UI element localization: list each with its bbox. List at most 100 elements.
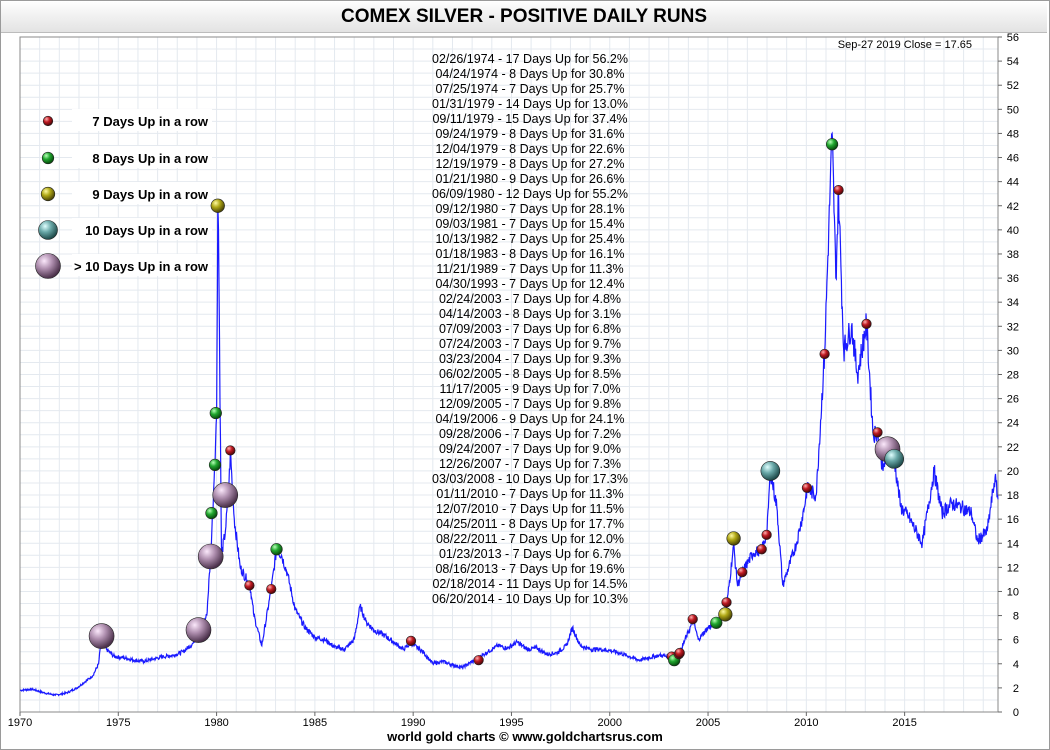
run-marker-red: [687, 614, 698, 625]
run-annotation: 08/16/2013 - 7 Days Up for 19.6%: [435, 562, 624, 576]
y-tick-label: 12: [1007, 562, 1019, 574]
x-tick-label: 1975: [106, 717, 130, 729]
run-annotation: 06/02/2005 - 8 Days Up for 8.5%: [439, 367, 621, 381]
x-axis: 1970 1975 1980 1985 1990 1995 2000 2005 2010 2015: [8, 712, 917, 729]
run-annotation: 06/20/2014 - 10 Days Up for 10.3%: [432, 592, 628, 606]
run-annotation: 01/23/2013 - 7 Days Up for 6.7%: [439, 547, 621, 561]
run-annotation: 09/28/2006 - 7 Days Up for 7.2%: [439, 427, 621, 441]
run-marker-teal: [884, 449, 905, 469]
run-marker-olive: [726, 531, 741, 546]
run-annotation: 07/25/1974 - 7 Days Up for 25.7%: [435, 82, 624, 96]
chart-title: COMEX SILVER - POSITIVE DAILY RUNS: [1, 2, 1047, 33]
legend-swatch-green: [41, 151, 55, 165]
legend-label: 8 Days Up in a row: [92, 151, 208, 166]
run-annotation: 04/24/1974 - 8 Days Up for 30.8%: [435, 67, 624, 81]
run-annotation: 01/31/1979 - 14 Days Up for 13.0%: [432, 97, 628, 111]
run-marker-red: [674, 647, 685, 659]
x-tick-label: 1990: [401, 717, 425, 729]
y-tick-label: 30: [1007, 345, 1019, 357]
run-marker-olive: [210, 198, 225, 213]
silver-price-line: [20, 131, 999, 697]
run-marker-mauve: [185, 617, 212, 643]
y-tick-label: 0: [1013, 707, 1019, 719]
y-tick-label: 34: [1007, 297, 1019, 309]
legend-bg: [72, 109, 212, 131]
run-marker-green: [270, 543, 283, 556]
run-annotation: 09/24/1979 - 8 Days Up for 31.6%: [435, 127, 624, 141]
run-annotation: 04/25/2011 - 8 Days Up for 17.7%: [436, 517, 624, 531]
run-marker-red: [872, 427, 883, 438]
y-tick-label: 42: [1007, 201, 1019, 213]
y-tick-label: 20: [1007, 466, 1019, 478]
legend-swatch-teal: [38, 220, 58, 240]
run-marker-red: [405, 635, 417, 646]
x-tick-label: 2015: [892, 717, 916, 729]
run-annotation: 10/13/1982 - 7 Days Up for 25.4%: [435, 232, 624, 246]
run-marker-green: [209, 406, 222, 420]
y-tick-label: 16: [1007, 514, 1019, 526]
legend-label: 9 Days Up in a row: [92, 187, 208, 202]
run-annotation: 04/30/1993 - 7 Days Up for 12.4%: [435, 277, 624, 291]
run-annotation: 09/03/1981 - 7 Days Up for 15.4%: [435, 217, 624, 231]
legend-bg: [72, 218, 212, 240]
run-marker-green: [825, 138, 839, 151]
run-annotation: 12/19/1979 - 8 Days Up for 27.2%: [435, 157, 624, 171]
legend-label: 10 Days Up in a row: [85, 223, 209, 238]
legend-swatch-mauve: [35, 253, 61, 279]
run-marker-red: [473, 655, 484, 666]
y-tick-label: 2: [1013, 683, 1019, 695]
run-marker-red: [721, 597, 732, 608]
legend-bg: [72, 254, 212, 276]
run-marker-red: [761, 529, 772, 540]
run-marker-mauve: [212, 482, 239, 508]
run-annotation: 02/26/1974 - 17 Days Up for 56.2%: [432, 52, 628, 66]
run-markers: [88, 138, 905, 667]
run-marker-red: [833, 184, 844, 196]
run-annotation: 12/07/2010 - 7 Days Up for 11.5%: [436, 502, 624, 516]
run-marker-red: [801, 482, 813, 493]
y-tick-label: 14: [1007, 538, 1019, 550]
y-tick-label: 4: [1013, 659, 1019, 671]
y-tick-label: 18: [1007, 490, 1019, 502]
run-annotation: 11/17/2005 - 9 Days Up for 7.0%: [439, 382, 620, 396]
run-marker-red: [266, 583, 277, 595]
run-annotation: 11/21/1989 - 7 Days Up for 11.3%: [436, 262, 623, 276]
y-tick-label: 28: [1007, 370, 1019, 382]
y-tick-label: 8: [1013, 611, 1019, 623]
run-marker-red: [244, 580, 255, 591]
y-tick-label: 48: [1007, 128, 1019, 140]
x-tick-label: 1980: [204, 717, 228, 729]
run-annotation: 08/22/2011 - 7 Days Up for 12.0%: [436, 532, 624, 546]
run-marker-red: [225, 445, 236, 456]
run-annotation: 03/03/2008 - 10 Days Up for 17.3%: [432, 472, 628, 486]
legend-swatch-olive: [40, 186, 56, 202]
y-tick-label: 44: [1007, 177, 1019, 189]
run-annotation: 07/24/2003 - 7 Days Up for 9.7%: [439, 337, 621, 351]
y-tick-label: 22: [1007, 442, 1019, 454]
run-marker-mauve: [88, 623, 115, 649]
run-marker-teal: [760, 461, 781, 481]
y-tick-label: 56: [1007, 32, 1019, 44]
x-tick-label: 1995: [499, 717, 523, 729]
y-tick-label: 50: [1007, 104, 1019, 116]
legend-label: > 10 Days Up in a row: [74, 259, 209, 274]
y-tick-label: 26: [1007, 394, 1019, 406]
y-tick-label: 52: [1007, 80, 1019, 92]
run-marker-olive: [718, 607, 733, 622]
legend-swatch-red: [42, 115, 54, 127]
y-tick-label: 54: [1007, 56, 1019, 68]
run-annotation: 09/11/1979 - 15 Days Up for 37.4%: [432, 112, 627, 126]
y-tick-label: 24: [1007, 418, 1019, 430]
legend-label: 7 Days Up in a row: [92, 114, 208, 129]
run-annotation: 02/18/2014 - 11 Days Up for 14.5%: [432, 577, 627, 591]
run-annotation: 12/26/2007 - 7 Days Up for 7.3%: [439, 457, 621, 471]
y-tick-label: 6: [1013, 635, 1019, 647]
legend: 7 Days Up in a row 8 Days Up in a row 9 Da…: [35, 109, 212, 279]
run-annotation: 12/09/2005 - 7 Days Up for 9.8%: [439, 397, 621, 411]
run-annotation: 06/09/1980 - 12 Days Up for 55.2%: [432, 187, 628, 201]
run-marker-green: [208, 458, 222, 472]
run-annotations: 02/26/1974 - 17 Days Up for 56.2%04/24/1…: [432, 52, 628, 606]
y-tick-label: 46: [1007, 153, 1019, 165]
run-marker-red: [756, 544, 767, 555]
